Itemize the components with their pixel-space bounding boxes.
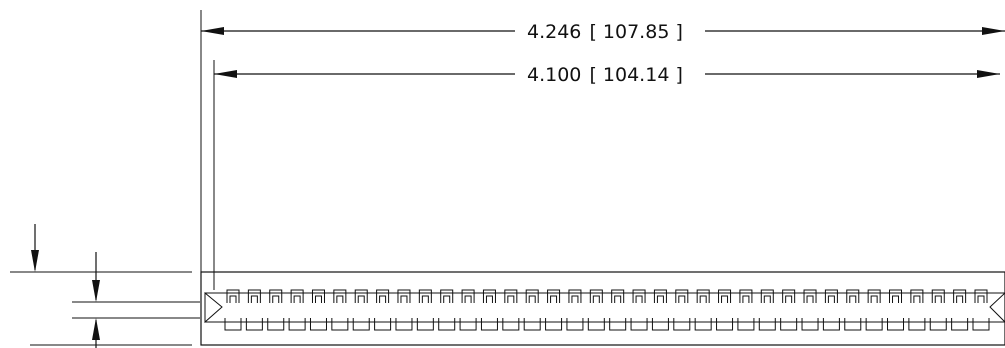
bottom-contact-pin — [480, 318, 498, 331]
overall-arrow-right — [982, 27, 1005, 35]
top-contact-pin — [568, 289, 582, 303]
bottom-contact-pin — [758, 318, 776, 331]
inner-bracket-open: [ — [589, 64, 596, 86]
bottom-contact-pin — [887, 318, 905, 331]
top-contact-pin — [269, 289, 283, 303]
bottom-contact-pin — [545, 318, 563, 331]
top-contact-pin — [953, 289, 967, 303]
bottom-contact-pin — [822, 318, 840, 331]
bottom-contact-pin — [780, 318, 798, 331]
top-contact-pin — [611, 289, 625, 303]
top-contact-pin — [846, 289, 860, 303]
bottom-contact-pin — [331, 318, 349, 331]
bottom-contact-pin — [438, 318, 456, 331]
bottom-contact-pin — [523, 318, 541, 331]
top-contact-pin — [760, 289, 774, 303]
bottom-contact-pin — [908, 318, 926, 331]
top-contact-pin — [376, 289, 390, 303]
bottom-contact-pin — [309, 318, 327, 331]
bottom-contact-pin — [566, 318, 584, 331]
top-contact-pin — [739, 289, 753, 303]
bottom-contact-pin — [801, 318, 819, 331]
top-contact-pin — [931, 289, 945, 303]
top-contact-pin — [461, 289, 475, 303]
inner-value: 4.100 — [527, 64, 581, 86]
top-contact-pin — [547, 289, 561, 303]
bottom-contact-pin — [865, 318, 883, 331]
bottom-contact-pin — [651, 318, 669, 331]
slot-end-left — [204, 291, 223, 324]
bottom-contact-pin — [951, 318, 969, 331]
bottom-contact-pin — [288, 318, 306, 331]
bottom-contact-pin — [716, 318, 734, 331]
slot-arrow-bottom — [92, 318, 100, 340]
top-contact-pin — [247, 289, 261, 303]
bottom-contact-pin — [352, 318, 370, 331]
inner-metric: 104.14 — [603, 64, 669, 86]
inner-bracket-close: ] — [675, 64, 682, 86]
top-contact-pin — [675, 289, 689, 303]
top-contact-pin — [418, 289, 432, 303]
bottom-contact-pin — [395, 318, 413, 331]
overall-metric: 107.85 — [603, 21, 669, 43]
top-contact-pin — [311, 289, 325, 303]
top-contact-pin — [653, 289, 667, 303]
inner-dimension: 4.100 [ 104.14 ] — [214, 64, 1000, 86]
overall-arrow-left — [201, 27, 224, 35]
bottom-contact-pin — [416, 318, 434, 331]
top-contact-pin — [632, 289, 646, 303]
height-arrow-top — [31, 250, 39, 272]
top-contact-pin — [397, 289, 411, 303]
height-dimensions — [10, 224, 200, 348]
bottom-contact-pin — [459, 318, 477, 331]
bottom-contact-pin — [587, 318, 605, 331]
top-contact-pin — [718, 289, 732, 303]
top-contact-pin — [525, 289, 539, 303]
bottom-contact-pin — [673, 318, 691, 331]
top-contact-pin — [504, 289, 518, 303]
top-contact-pin — [354, 289, 368, 303]
top-contact-pin — [589, 289, 603, 303]
top-contact-pin — [440, 289, 454, 303]
connector-body — [200, 271, 1005, 346]
top-contact-pin — [482, 289, 496, 303]
bottom-contact-pin — [844, 318, 862, 331]
top-contact-pin — [782, 289, 796, 303]
inner-arrow-left — [214, 70, 237, 78]
top-contact-pin — [803, 289, 817, 303]
bottom-contact-pin — [267, 318, 285, 331]
inner-dim-label: 4.100 [ 104.14 ] — [527, 64, 683, 86]
bottom-contact-pin — [374, 318, 392, 331]
bottom-contact-pin — [224, 318, 242, 331]
top-contact-pin — [889, 289, 903, 303]
slot-end-right — [989, 292, 1005, 323]
top-contact-pin — [910, 289, 924, 303]
top-contact-pin — [290, 289, 304, 303]
bottom-contact-pin — [609, 318, 627, 331]
bottom-contact-pin — [972, 318, 990, 331]
inner-arrow-right — [977, 70, 1000, 78]
contact-pins — [224, 289, 990, 331]
bottom-contact-pin — [502, 318, 520, 331]
bottom-contact-pin — [737, 318, 755, 331]
top-contact-pin — [696, 289, 710, 303]
bottom-contact-pin — [245, 318, 263, 331]
bottom-contact-pin — [630, 318, 648, 331]
top-contact-pin — [867, 289, 881, 303]
bottom-contact-pin — [929, 318, 947, 331]
bottom-contact-pin — [694, 318, 712, 331]
connector-outline — [200, 271, 1005, 346]
top-contact-pin — [974, 289, 988, 303]
top-contact-pin — [226, 289, 240, 303]
top-contact-pin — [333, 289, 347, 303]
overall-value: 4.246 — [527, 21, 581, 43]
overall-dim-label: 4.246 [ 107.85 ] — [527, 21, 683, 43]
overall-dimension: 4.246 [ 107.85 ] — [201, 21, 1005, 43]
overall-bracket-open: [ — [589, 21, 596, 43]
slot-arrow-top — [92, 280, 100, 302]
overall-bracket-close: ] — [675, 21, 682, 43]
top-contact-pin — [824, 289, 838, 303]
